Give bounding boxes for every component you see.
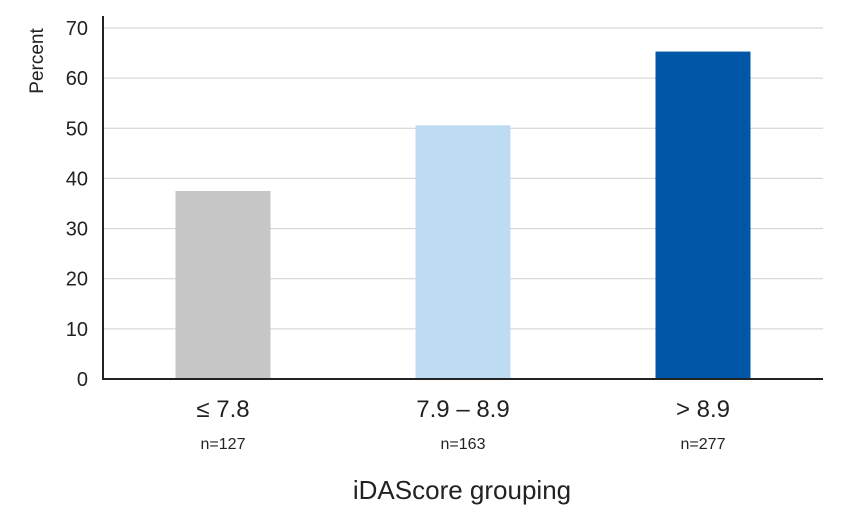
y-tick-label: 40 [66,168,88,190]
y-tick-label: 70 [66,18,88,40]
x-tick-label: ≤ 7.8 [196,396,249,423]
x-tick-label: 7.9 – 8.9 [416,396,509,423]
bars [175,51,751,380]
sample-size-label: n=277 [681,436,726,453]
y-tick-label: 50 [66,118,88,140]
x-tick-label: > 8.9 [676,396,730,423]
y-tick-label: 0 [77,369,88,391]
x-axis-categories: ≤ 7.8 n=127 7.9 – 8.9 n=163 > 8.9 n=277 [196,396,730,453]
y-tick-label: 30 [66,219,88,241]
y-tick-label: 20 [66,269,88,291]
sample-size-label: n=163 [441,436,486,453]
y-axis-title: Percent [27,28,48,94]
bar [175,190,271,379]
bar [415,125,511,379]
x-axis-title: iDAScore grouping [353,475,571,505]
y-tick-label: 60 [66,68,88,90]
y-tick-label: 10 [66,319,88,341]
sample-size-label: n=127 [201,436,246,453]
bar [655,51,751,380]
y-axis-ticks: 0 10 20 30 40 50 60 70 [66,18,88,391]
